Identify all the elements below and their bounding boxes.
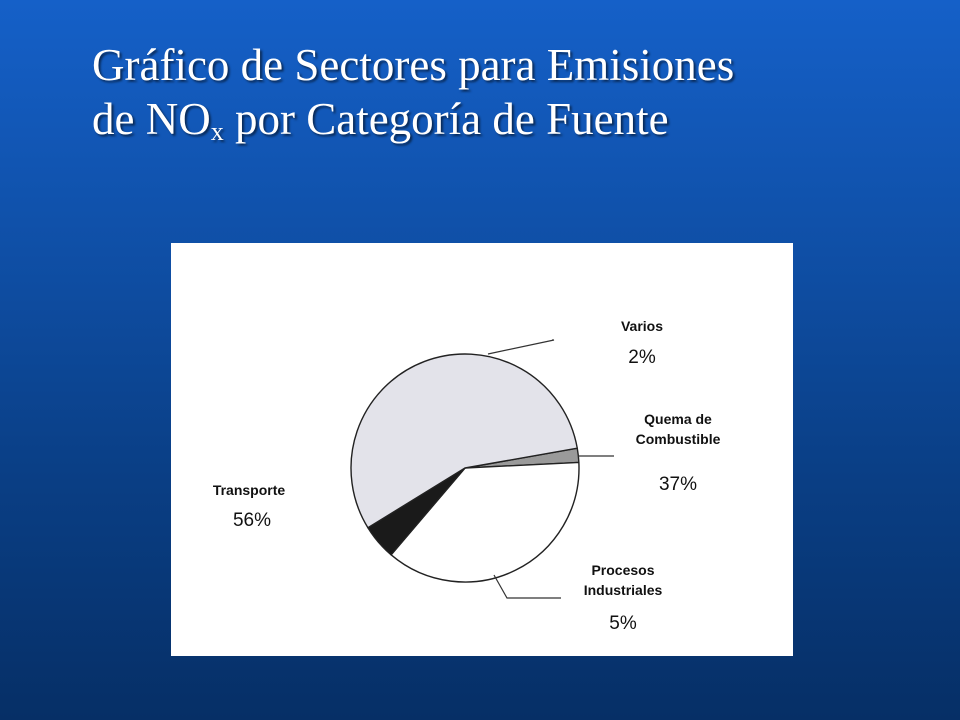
title-subscript: x: [210, 117, 224, 146]
slice-labels: Varios 2% Quema de Combustible 37% Procesos In…: [213, 318, 721, 634]
leader-lines: [487, 339, 614, 599]
slice-procesos-industriales-label: Industriales: [584, 582, 663, 598]
slice-quema-de-combustible-label: Combustible: [636, 431, 721, 447]
slice-varios-leader-line: [487, 339, 555, 355]
slice-procesos-industriales-leader-line: [493, 574, 561, 599]
slice-quema-de-combustible-value-label: 37%: [659, 474, 697, 495]
pie-chart: Varios 2% Quema de Combustible 37% Procesos In…: [213, 318, 721, 634]
slice-varios-value-label: 2%: [628, 347, 656, 368]
slice-transporte-label: Transporte: [213, 482, 286, 498]
slice-transporte-value-label: 56%: [233, 510, 271, 531]
pie-chart-panel: Varios 2% Quema de Combustible 37% Procesos In…: [171, 243, 793, 656]
slice-procesos-industriales-value-label: 5%: [609, 613, 637, 634]
slice-quema-de-combustible-label: Quema de: [644, 411, 712, 427]
slide-title: Gráfico de Sectores para Emisiones de NO…: [92, 38, 932, 146]
title-line-2-before: de NO: [92, 94, 211, 144]
title-line-2-after: por Categoría de Fuente: [223, 94, 669, 144]
slice-quema-de-combustible: [390, 461, 580, 583]
slice-transporte: [350, 353, 578, 529]
pie-slices: [350, 353, 580, 583]
title-line-1: Gráfico de Sectores para Emisiones: [92, 40, 735, 90]
slice-varios-label: Varios: [621, 318, 663, 334]
slice-procesos-industriales-label: Procesos: [591, 562, 654, 578]
